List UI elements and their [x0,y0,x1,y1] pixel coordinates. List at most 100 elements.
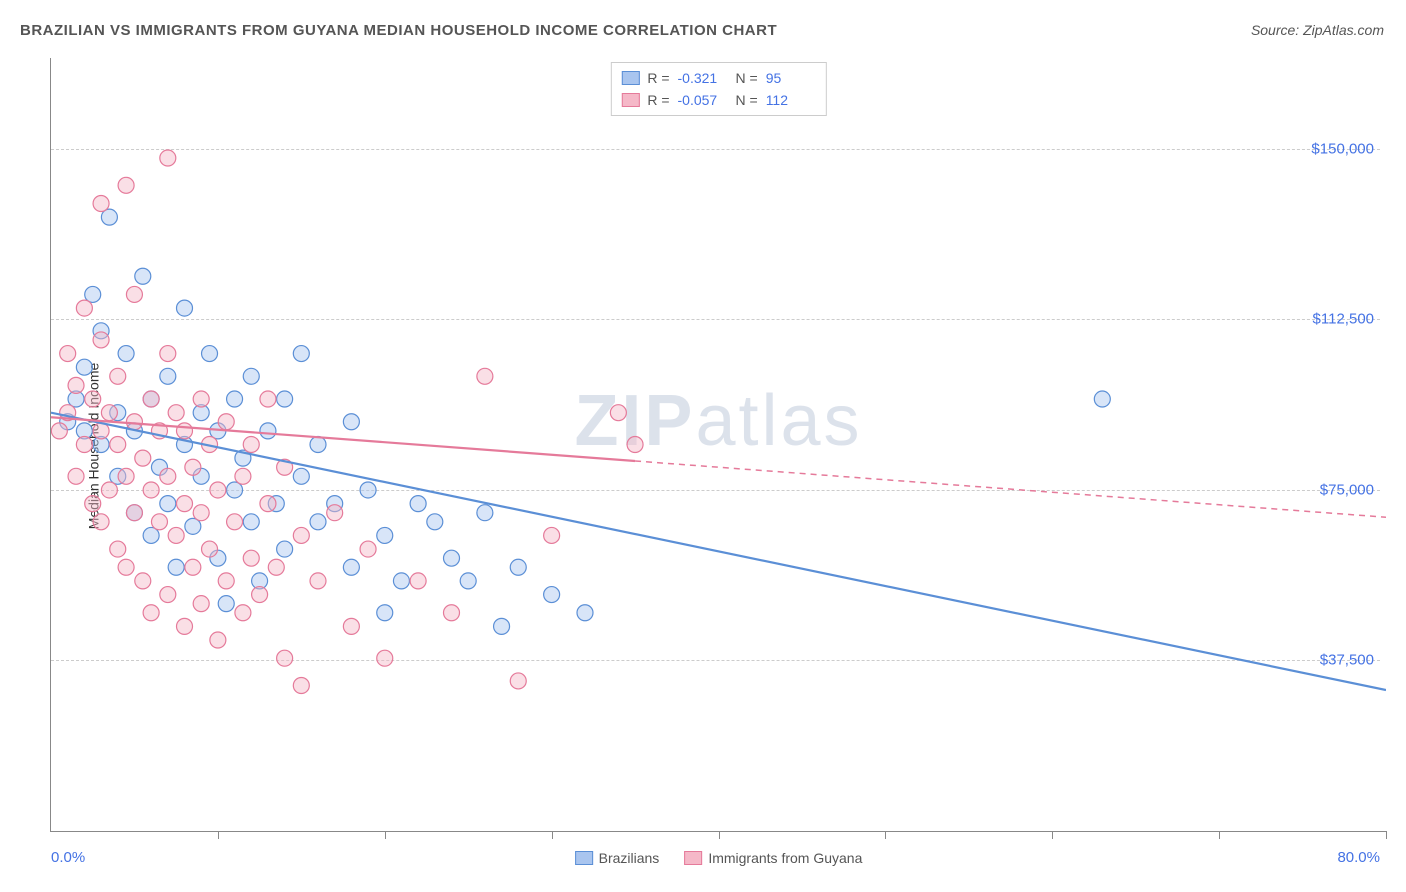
data-point [210,632,226,648]
data-point [118,177,134,193]
data-point [410,573,426,589]
xtick [1219,831,1220,839]
data-point [76,437,92,453]
data-point [293,346,309,362]
data-point [193,505,209,521]
data-point [93,514,109,530]
legend-swatch-blue [575,851,593,865]
data-point [477,368,493,384]
data-point [193,596,209,612]
data-point [85,391,101,407]
data-point [143,482,159,498]
data-point [160,587,176,603]
data-point [76,359,92,375]
data-point [577,605,593,621]
data-point [160,468,176,484]
n-value-1: 95 [766,70,816,86]
data-point [135,450,151,466]
data-point [510,559,526,575]
data-point [235,468,251,484]
data-point [151,514,167,530]
n-value-2: 112 [766,92,816,108]
data-point [118,559,134,575]
data-point [202,346,218,362]
stats-row-2: R = -0.057 N = 112 [621,89,815,111]
data-point [160,496,176,512]
data-point [260,496,276,512]
data-point [494,618,510,634]
x-axis-max: 80.0% [1337,849,1380,866]
data-point [477,505,493,521]
xtick [719,831,720,839]
data-point [93,332,109,348]
r-value-2: -0.057 [678,92,728,108]
data-point [544,587,560,603]
data-point [218,573,234,589]
data-point [93,196,109,212]
data-point [360,482,376,498]
data-point [410,496,426,512]
data-point [268,559,284,575]
data-point [177,300,193,316]
data-point [235,605,251,621]
data-point [118,468,134,484]
r-value-1: -0.321 [678,70,728,86]
data-point [110,541,126,557]
source-label: Source: ZipAtlas.com [1251,22,1384,38]
data-point [135,573,151,589]
data-point [1094,391,1110,407]
data-point [135,268,151,284]
bottom-legend: Brazilians Immigrants from Guyana [575,850,863,866]
data-point [110,437,126,453]
r-label-1: R = [647,70,669,86]
data-point [68,377,84,393]
chart-area: ZIPatlas R = -0.321 N = 95 R = -0.057 N … [50,58,1386,832]
data-point [101,405,117,421]
data-point [343,414,359,430]
data-point [168,405,184,421]
data-point [627,437,643,453]
n-label-2: N = [736,92,758,108]
data-point [177,423,193,439]
data-point [377,527,393,543]
data-point [210,482,226,498]
data-point [610,405,626,421]
data-point [360,541,376,557]
data-point [343,618,359,634]
xtick [885,831,886,839]
data-point [243,437,259,453]
data-point [444,550,460,566]
data-point [160,368,176,384]
data-point [277,541,293,557]
data-point [60,346,76,362]
data-point [160,150,176,166]
stats-row-1: R = -0.321 N = 95 [621,67,815,89]
xtick [1386,831,1387,839]
data-point [293,527,309,543]
data-point [126,414,142,430]
data-point [143,605,159,621]
data-point [460,573,476,589]
xtick [385,831,386,839]
data-point [260,391,276,407]
legend-label-1: Brazilians [599,850,660,866]
data-point [293,468,309,484]
data-point [310,573,326,589]
data-point [444,605,460,621]
data-point [126,505,142,521]
data-point [293,677,309,693]
data-point [343,559,359,575]
r-label-2: R = [647,92,669,108]
data-point [185,459,201,475]
data-point [544,527,560,543]
chart-container: BRAZILIAN VS IMMIGRANTS FROM GUYANA MEDI… [0,0,1406,892]
xtick [218,831,219,839]
data-point [393,573,409,589]
data-point [252,587,268,603]
data-point [377,650,393,666]
data-point [51,423,67,439]
legend-item-1: Brazilians [575,850,660,866]
regression-line-dashed [635,461,1386,517]
data-point [185,559,201,575]
data-point [227,514,243,530]
